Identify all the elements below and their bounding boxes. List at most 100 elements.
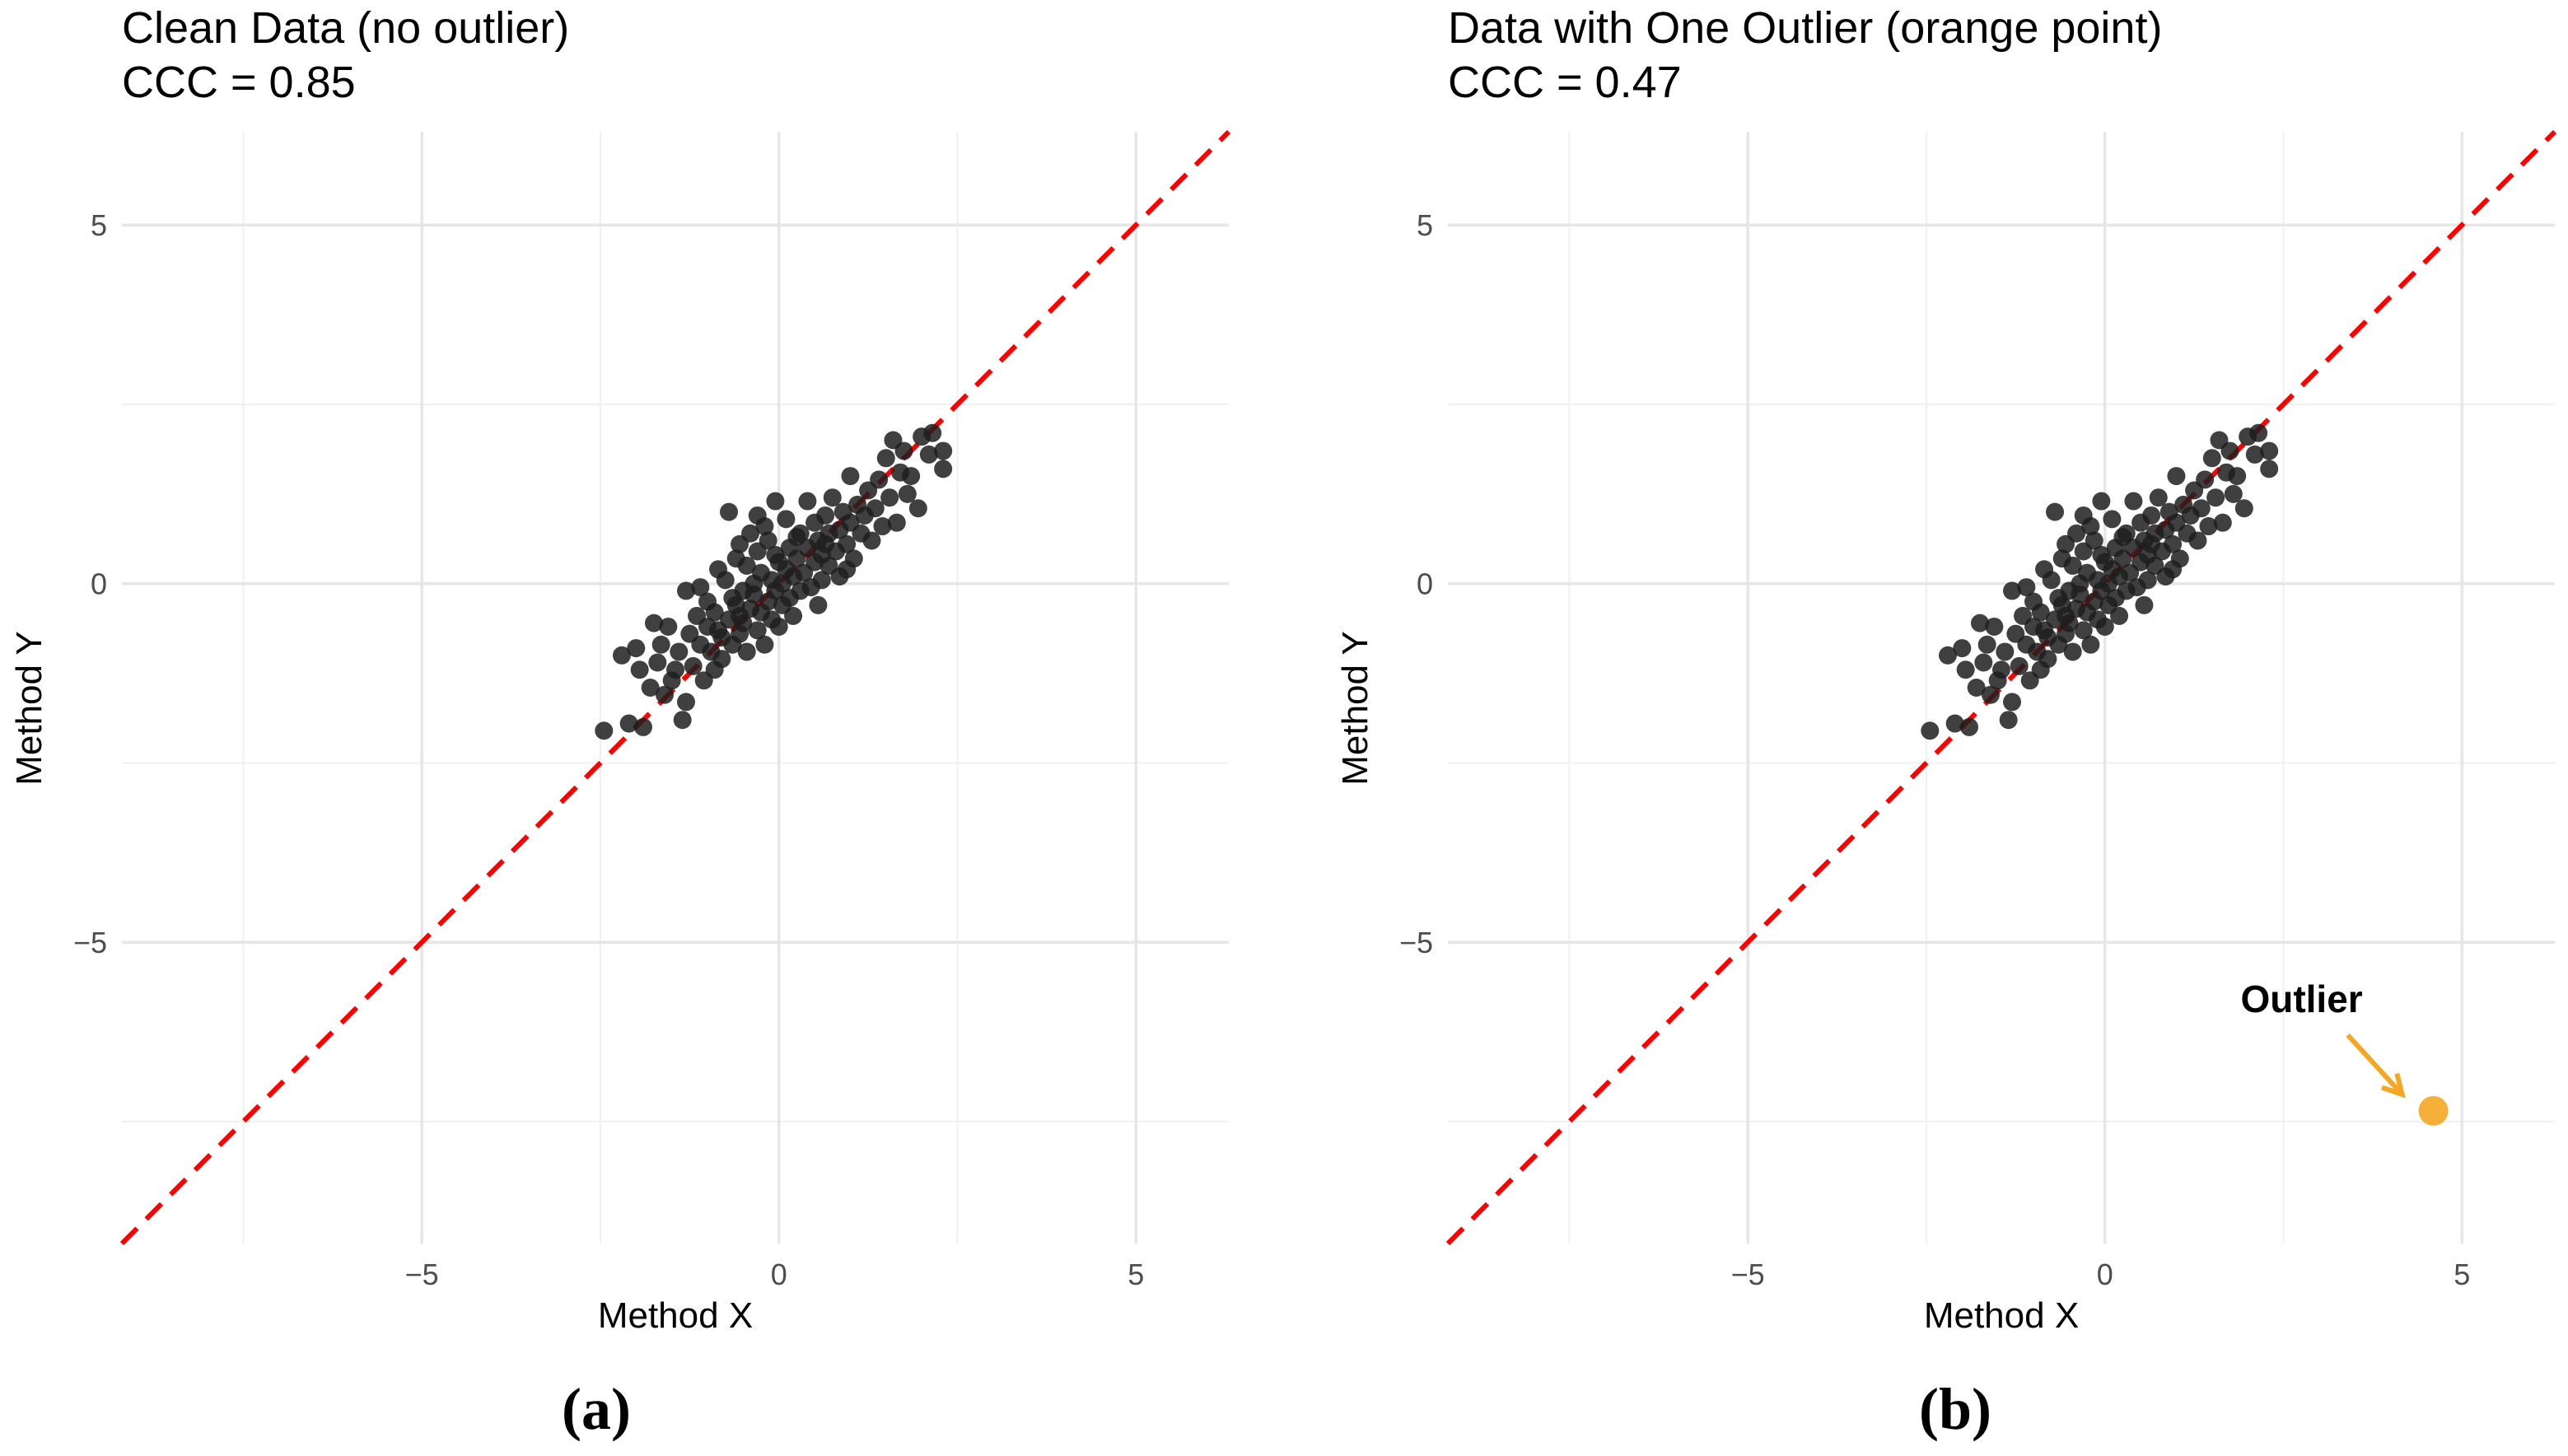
data-point — [1981, 685, 2000, 704]
data-point — [876, 449, 895, 468]
data-point — [2081, 635, 2100, 654]
x-axis-title-a: Method X — [598, 1295, 753, 1336]
data-point — [934, 460, 953, 478]
data-point — [2138, 571, 2157, 590]
data-point — [2260, 441, 2279, 460]
data-point — [741, 524, 760, 543]
data-point — [2063, 642, 2082, 661]
data-point — [2142, 534, 2161, 553]
x-tick-label-b: 5 — [2454, 1258, 2470, 1291]
data-point — [919, 445, 938, 464]
data-point — [755, 635, 774, 654]
data-point — [627, 639, 646, 658]
data-point — [866, 499, 885, 518]
panel-label-b: (b) — [1919, 1376, 1991, 1442]
data-point — [2234, 499, 2253, 518]
data-point — [1977, 635, 1996, 654]
data-point — [2142, 506, 2161, 525]
outlier-group — [2346, 1033, 2449, 1126]
data-point — [2074, 506, 2093, 525]
data-point — [1921, 721, 1940, 740]
data-point — [2228, 467, 2247, 486]
data-point — [838, 560, 857, 579]
chart-subtitle-b: CCC = 0.47 — [1448, 58, 1682, 107]
data-point — [748, 506, 767, 525]
y-tick-label-a: 0 — [91, 567, 107, 601]
data-point — [737, 556, 756, 575]
data-point — [748, 621, 767, 640]
data-point — [2024, 592, 2043, 611]
y-tick-label-a: 5 — [91, 208, 107, 242]
data-point — [2164, 560, 2183, 579]
data-point — [2164, 534, 2183, 553]
data-points-b — [1921, 423, 2279, 740]
data-point — [2110, 606, 2129, 625]
data-point — [766, 492, 785, 511]
data-point — [2103, 510, 2122, 529]
data-point — [923, 423, 942, 442]
data-point — [1974, 653, 1993, 672]
outlier-point — [2418, 1095, 2449, 1126]
data-point — [2199, 517, 2218, 536]
gridlines-b — [1448, 132, 2555, 1244]
data-point — [677, 693, 696, 712]
data-point — [908, 499, 927, 518]
data-point — [759, 531, 777, 550]
data-point — [2010, 656, 2029, 675]
data-point — [934, 441, 953, 460]
data-point — [612, 646, 631, 665]
x-tick-label-b: 0 — [2097, 1258, 2113, 1291]
y-axis-title-b: Method Y — [1335, 631, 1375, 786]
data-point — [737, 642, 756, 661]
data-point — [2046, 502, 2065, 521]
data-point — [2057, 606, 2075, 625]
data-point — [841, 467, 860, 486]
y-axis-title-a: Method Y — [9, 631, 49, 786]
data-point — [809, 595, 828, 614]
data-point — [2149, 488, 2168, 507]
data-point — [2135, 595, 2154, 614]
data-point — [816, 506, 835, 525]
data-point — [2188, 531, 2207, 550]
data-point — [709, 621, 728, 640]
x-tick-label-a: 5 — [1128, 1258, 1144, 1291]
chart-subtitle-a: CCC = 0.85 — [122, 58, 356, 107]
outlier-label: Outlier — [2240, 978, 2362, 1020]
data-point — [677, 581, 696, 600]
data-point — [777, 510, 796, 529]
data-point — [716, 571, 735, 590]
data-point — [1970, 614, 1989, 632]
data-point — [712, 650, 731, 669]
data-point — [633, 717, 652, 736]
data-point — [2038, 650, 2057, 669]
data-point — [2192, 499, 2211, 518]
x-tick-label-a: 0 — [771, 1258, 787, 1291]
chart-title-b: Data with One Outlier (orange point) — [1448, 3, 2162, 53]
data-point — [1999, 711, 2018, 730]
data-point — [1945, 714, 1964, 733]
reference-line-group-a — [119, 129, 1231, 1246]
data-point — [798, 492, 817, 511]
x-tick-label-a: −5 — [405, 1258, 439, 1291]
data-point — [2003, 693, 2022, 712]
data-point — [2074, 621, 2093, 640]
data-point — [2124, 492, 2143, 511]
data-point — [619, 714, 638, 733]
data-point — [691, 578, 710, 597]
identity-reference-line — [1445, 129, 2557, 1246]
data-point — [902, 467, 921, 486]
data-point — [2249, 423, 2268, 442]
data-point — [595, 721, 614, 740]
data-point — [1996, 642, 2015, 661]
data-point — [1953, 639, 1972, 658]
data-point — [2092, 492, 2111, 511]
data-point — [651, 635, 670, 654]
x-axis-title-b: Method X — [1924, 1295, 2079, 1336]
identity-reference-line — [119, 129, 1231, 1246]
data-point — [838, 534, 857, 553]
y-tick-label-a: −5 — [73, 926, 107, 959]
data-point — [2260, 460, 2279, 478]
data-point — [2035, 621, 2054, 640]
data-point — [2085, 531, 2103, 550]
